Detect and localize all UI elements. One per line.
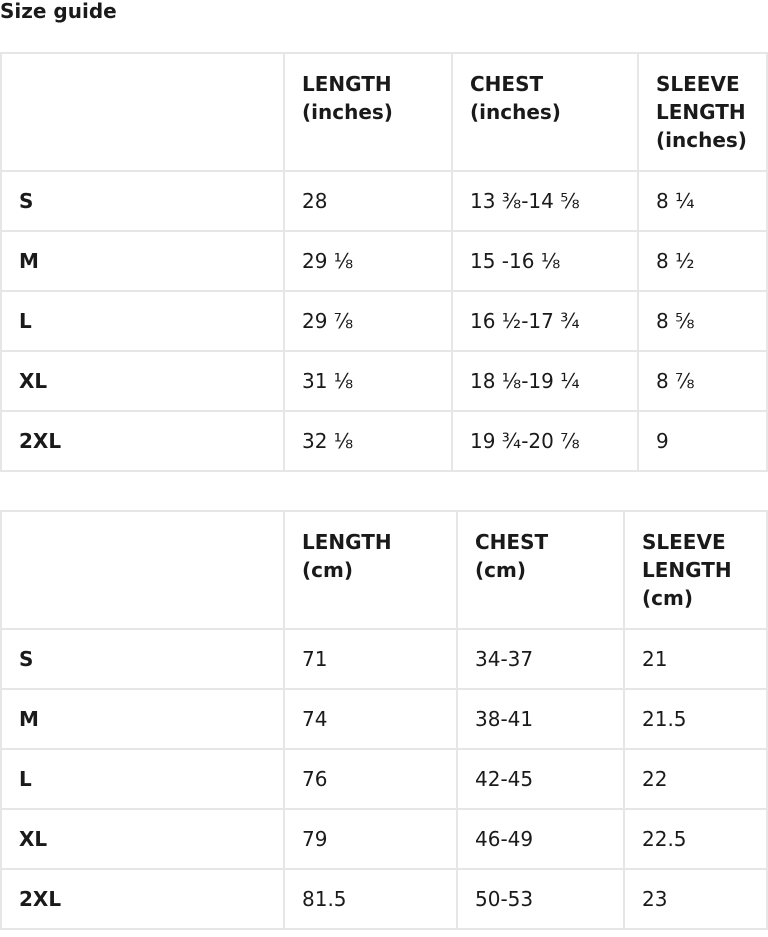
table-row: S 71 34-37 21 (0, 628, 768, 690)
measurement-cell: 71 (283, 628, 458, 690)
measurement-cell: 29 ⅛ (283, 230, 453, 292)
column-header: LENGTH (cm) (283, 510, 458, 630)
size-label: M (0, 688, 285, 750)
measurement-cell: 23 (623, 868, 768, 930)
measurement-cell: 8 ¼ (637, 170, 768, 232)
measurement-cell: 8 ⅞ (637, 350, 768, 412)
size-table-cm: LENGTH (cm) CHEST (cm) SLEEVE LENGTH (cm) … (0, 510, 768, 930)
measurement-cell: 19 ¾-20 ⅞ (451, 410, 639, 472)
measurement-cell: 34-37 (456, 628, 625, 690)
measurement-cell: 8 ½ (637, 230, 768, 292)
measurement-cell: 22.5 (623, 808, 768, 870)
size-label: L (0, 748, 285, 810)
measurement-cell: 9 (637, 410, 768, 472)
measurement-cell: 32 ⅛ (283, 410, 453, 472)
measurement-cell: 18 ⅛-19 ¼ (451, 350, 639, 412)
size-label: S (0, 628, 285, 690)
page-title: Size guide (0, 0, 117, 23)
size-label: M (0, 230, 285, 292)
measurement-cell: 42-45 (456, 748, 625, 810)
header-row: LENGTH (inches) CHEST (inches) SLEEVE LENG… (0, 52, 768, 172)
column-header: CHEST (cm) (456, 510, 625, 630)
column-header: SLEEVE LENGTH (inches) (637, 52, 768, 172)
size-label: 2XL (0, 868, 285, 930)
measurement-cell: 79 (283, 808, 458, 870)
measurement-cell: 74 (283, 688, 458, 750)
size-table-inches: LENGTH (inches) CHEST (inches) SLEEVE LENG… (0, 52, 768, 472)
measurement-cell: 22 (623, 748, 768, 810)
measurement-cell: 46-49 (456, 808, 625, 870)
column-header: LENGTH (inches) (283, 52, 453, 172)
column-header: CHEST (inches) (451, 52, 639, 172)
size-label: L (0, 290, 285, 352)
table-row: M 74 38-41 21.5 (0, 688, 768, 750)
measurement-cell: 50-53 (456, 868, 625, 930)
table-row: XL 79 46-49 22.5 (0, 808, 768, 870)
table-row: 2XL 81.5 50-53 23 (0, 868, 768, 930)
measurement-cell: 29 ⅞ (283, 290, 453, 352)
size-label: S (0, 170, 285, 232)
measurement-cell: 8 ⅝ (637, 290, 768, 352)
measurement-cell: 16 ½-17 ¾ (451, 290, 639, 352)
column-header (0, 52, 285, 172)
measurement-cell: 31 ⅛ (283, 350, 453, 412)
measurement-cell: 76 (283, 748, 458, 810)
column-header: SLEEVE LENGTH (cm) (623, 510, 768, 630)
measurement-cell: 15 -16 ⅛ (451, 230, 639, 292)
measurement-cell: 21.5 (623, 688, 768, 750)
measurement-cell: 21 (623, 628, 768, 690)
size-label: 2XL (0, 410, 285, 472)
measurement-cell: 38-41 (456, 688, 625, 750)
header-row: LENGTH (cm) CHEST (cm) SLEEVE LENGTH (cm) (0, 510, 768, 630)
measurement-cell: 13 ⅜-14 ⅝ (451, 170, 639, 232)
table-row: L 76 42-45 22 (0, 748, 768, 810)
measurement-cell: 28 (283, 170, 453, 232)
measurement-cell: 81.5 (283, 868, 458, 930)
column-header (0, 510, 285, 630)
size-label: XL (0, 808, 285, 870)
size-label: XL (0, 350, 285, 412)
